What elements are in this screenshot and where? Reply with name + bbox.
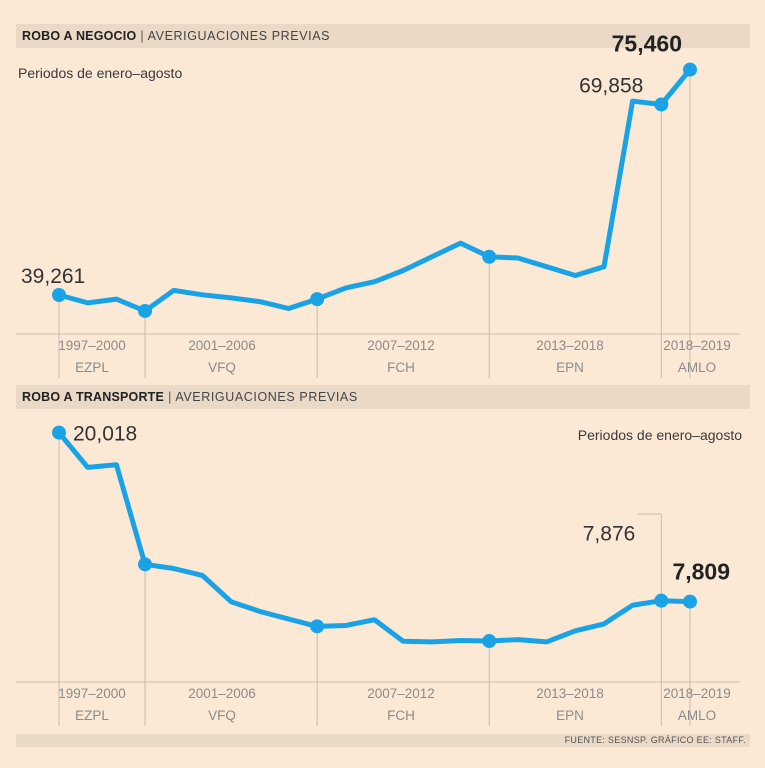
chart2-period-admin: EZPL xyxy=(75,708,109,723)
chart1-series-line xyxy=(56,67,693,314)
chart2-subtitle: AVERIGUACIONES PREVIAS xyxy=(175,390,358,404)
chart1-title: ROBO A NEGOCIO xyxy=(22,29,137,43)
chart1-data-point xyxy=(683,62,697,77)
chart2-value-label: 7,809 xyxy=(672,559,730,585)
chart2-period-admin: VFQ xyxy=(208,708,236,723)
chart2-period-admin: AMLO xyxy=(678,708,716,723)
chart2-period-years: 2013–2018 xyxy=(536,686,604,701)
chart1-subtitle: AVERIGUACIONES PREVIAS xyxy=(147,29,331,43)
chart1-data-point xyxy=(482,249,497,264)
chart2-data-point xyxy=(52,425,66,440)
chart1-header: ROBO A NEGOCIO | AVERIGUACIONES PREVIAS xyxy=(16,24,750,48)
chart1-period-admin: EPN xyxy=(556,360,584,375)
chart2-period-admin: EPN xyxy=(556,708,584,723)
chart1-period-years: 2001–2006 xyxy=(188,338,256,353)
chart1-data-point xyxy=(138,303,153,318)
chart1-period-note: Periodos de enero–agosto xyxy=(18,65,182,81)
chart2-data-point xyxy=(683,594,697,609)
chart2-period-years: 1997–2000 xyxy=(58,686,126,701)
chart1-period-admin: EZPL xyxy=(75,360,109,375)
chart1-data-point xyxy=(310,292,325,307)
chart2-value-label: 7,876 xyxy=(583,523,636,546)
chart1-data-point xyxy=(654,97,669,112)
chart2-period-years: 2001–2006 xyxy=(188,686,256,701)
chart2-data-point xyxy=(654,593,669,608)
chart2-period-admin: FCH xyxy=(387,708,415,723)
chart2-data-point xyxy=(138,557,153,572)
chart2-data-point xyxy=(310,619,325,634)
chart1-period-years: 2018–2019 xyxy=(663,338,731,353)
chart1-period-admin: VFQ xyxy=(208,360,236,375)
chart1-value-label: 69,858 xyxy=(579,74,643,97)
chart1-header-separator: | xyxy=(140,29,144,43)
chart2-transporte: 1997–2000 EZPL 2001–2006 VFQ 2007–2012 FCH 201… xyxy=(16,423,742,726)
chart1-period-years: 2007–2012 xyxy=(367,338,435,353)
chart1-period-years: 2013–2018 xyxy=(536,338,604,353)
chart2-data-point xyxy=(482,634,497,649)
chart2-value-label: 20,018 xyxy=(73,423,137,446)
chart1-period-years: 1997–2000 xyxy=(58,338,126,353)
chart2-header: ROBO A TRANSPORTE | AVERIGUACIONES PREVIAS xyxy=(16,385,750,409)
chart2-title: ROBO A TRANSPORTE xyxy=(22,390,165,404)
chart2-header-separator: | xyxy=(168,390,172,404)
chart1-negocio: 1997–2000 EZPL 2001–2006 VFQ 2007–2012 FCH 201… xyxy=(16,31,740,378)
chart1-period-admin: AMLO xyxy=(678,360,716,375)
chart2-period-note: Periodos de enero–agosto xyxy=(578,427,742,443)
chart2-series-line xyxy=(56,430,693,645)
chart1-value-label: 39,261 xyxy=(21,265,85,288)
chart2-period-years: 2007–2012 xyxy=(367,686,435,701)
chart2-period-years: 2018–2019 xyxy=(663,686,731,701)
chart1-value-label: 75,460 xyxy=(612,31,682,57)
chart1-period-admin: FCH xyxy=(387,360,415,375)
source-footer: FUENTE: SESNSP. GRÁFICO EE: STAFF. xyxy=(16,734,750,747)
chart1-data-point xyxy=(52,288,66,303)
